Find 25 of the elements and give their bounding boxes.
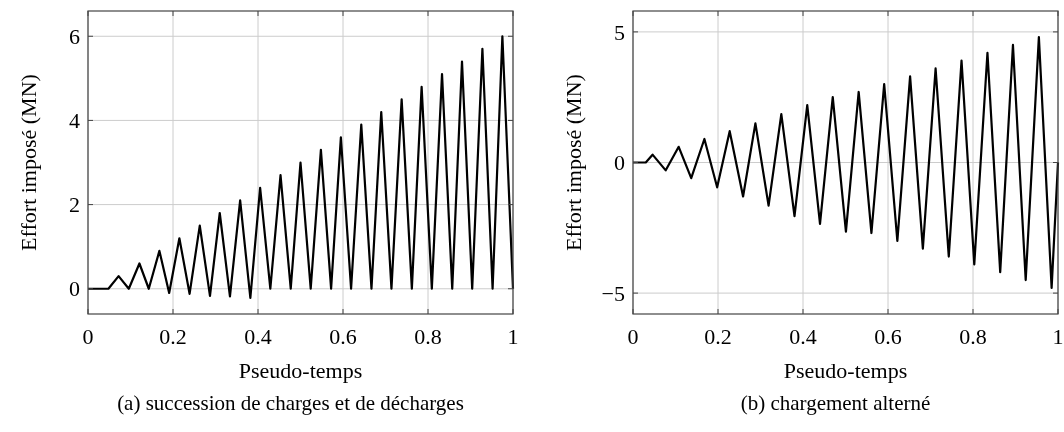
y-tick-label: 2 xyxy=(69,192,80,218)
x-tick-label: 0.4 xyxy=(789,324,817,349)
x-tick-label: 0.2 xyxy=(159,324,187,349)
x-tick-label: 0.4 xyxy=(244,324,272,349)
y-tick-label: 0 xyxy=(614,150,625,176)
line-series xyxy=(631,36,1060,289)
x-tick-label: 0.6 xyxy=(329,324,357,349)
y-tick-label: 6 xyxy=(69,23,80,49)
y-tick-label: 5 xyxy=(614,19,625,45)
y-tick-label: −5 xyxy=(601,280,625,306)
text: (a) succession de charges et de décharges xyxy=(117,391,464,415)
x-axis-title: Pseudo-temps xyxy=(783,358,908,383)
x-tick-label: 0.6 xyxy=(874,324,902,349)
y-tick-label: 0 xyxy=(69,276,80,302)
x-tick-label: 1 xyxy=(1052,324,1064,349)
y-axis-title: Effort imposé (MN) xyxy=(561,74,586,251)
x-tick-label: 1 xyxy=(507,324,519,349)
x-tick-label: 0.8 xyxy=(959,324,987,349)
line-series xyxy=(86,35,515,300)
y-tick-label: 4 xyxy=(69,108,80,134)
x-axis-title: Pseudo-temps xyxy=(238,358,363,383)
x-tick-label: 0.2 xyxy=(704,324,732,349)
x-tick-label: 0.8 xyxy=(414,324,442,349)
text: (b) chargement alterné xyxy=(740,391,931,415)
y-axis-title: Effort imposé (MN) xyxy=(16,74,41,251)
